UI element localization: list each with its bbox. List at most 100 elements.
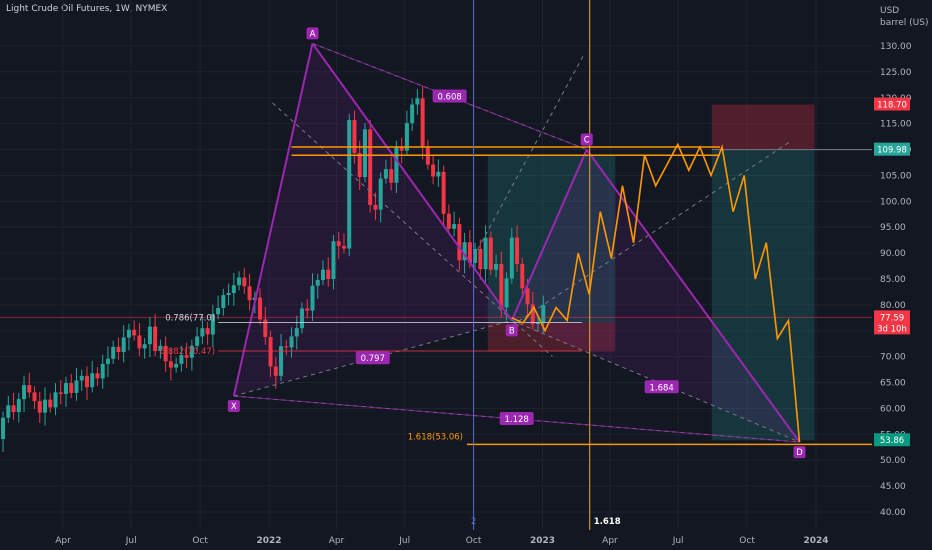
x-tick-label: Apr bbox=[602, 536, 618, 546]
price-tag-sub: 3d 10h bbox=[877, 324, 907, 334]
y-tick-label: 65.00 bbox=[880, 379, 906, 389]
candle-body bbox=[248, 286, 252, 300]
level-882-label: 0.882(70.47) bbox=[160, 347, 215, 357]
candle-body bbox=[242, 277, 246, 286]
candle-body bbox=[221, 295, 225, 308]
candle-body bbox=[337, 241, 341, 246]
x-tick-label: Jul bbox=[398, 536, 410, 546]
y-tick-label: 40.00 bbox=[880, 508, 906, 518]
x-tick-label: 2022 bbox=[257, 536, 282, 546]
x-tick-label: Oct bbox=[192, 536, 208, 546]
candle-body bbox=[269, 337, 273, 367]
candle-body bbox=[74, 380, 78, 392]
candle-body bbox=[232, 285, 236, 293]
candle-body bbox=[311, 286, 315, 311]
candle-body bbox=[12, 405, 16, 412]
candle-body bbox=[132, 330, 136, 336]
candle-body bbox=[22, 385, 26, 399]
price-tag-109.98-text: 109.98 bbox=[877, 146, 907, 156]
point-x-label: X bbox=[231, 402, 237, 412]
candle-body bbox=[284, 346, 288, 347]
candle-body bbox=[326, 270, 330, 279]
candle-body bbox=[394, 147, 398, 183]
candle-body bbox=[290, 336, 294, 347]
candle-body bbox=[526, 288, 530, 304]
candle-body bbox=[174, 364, 178, 368]
candle-body bbox=[274, 367, 278, 376]
candle-body bbox=[384, 169, 388, 178]
candle-body bbox=[148, 327, 152, 345]
x-tick-label: Jul bbox=[125, 536, 137, 546]
y-tick-label: 60.00 bbox=[880, 404, 906, 414]
candle-body bbox=[342, 246, 346, 249]
y-tick-label: 105.00 bbox=[880, 171, 912, 181]
candle-body bbox=[373, 205, 377, 210]
y-tick-label: 50.00 bbox=[880, 456, 906, 466]
candle-body bbox=[410, 105, 414, 124]
short-stop-box bbox=[712, 105, 815, 150]
candle-body bbox=[478, 249, 482, 269]
candle-body bbox=[111, 347, 115, 359]
candle-body bbox=[64, 383, 68, 394]
y-tick-label: 115.00 bbox=[880, 120, 912, 130]
candle-body bbox=[489, 238, 493, 270]
candle-body bbox=[347, 120, 351, 248]
candle-body bbox=[431, 165, 435, 177]
ratio-xb: 0.797 bbox=[361, 354, 385, 364]
candle-body bbox=[499, 264, 503, 307]
candle-body bbox=[421, 98, 425, 146]
point-a-label: A bbox=[310, 29, 316, 39]
y-tick-label: 45.00 bbox=[880, 482, 906, 492]
candle-body bbox=[227, 293, 231, 295]
y-axis-unit-1: barrel (US) bbox=[880, 18, 929, 28]
candle-body bbox=[258, 298, 262, 320]
candle-body bbox=[442, 172, 446, 214]
candle-body bbox=[510, 238, 514, 279]
candle-body bbox=[59, 392, 63, 394]
candle-body bbox=[331, 241, 335, 279]
candle-body bbox=[505, 278, 509, 307]
x-tick-label: 2023 bbox=[530, 536, 555, 546]
x-tick-label: Apr bbox=[55, 536, 71, 546]
candle-body bbox=[206, 328, 210, 334]
candle-body bbox=[143, 344, 147, 348]
y-tick-label: 70.00 bbox=[880, 353, 906, 363]
price-tag-77.59-text: 77.59 bbox=[880, 313, 904, 323]
xab-triangle bbox=[234, 43, 512, 396]
candle-body bbox=[48, 400, 52, 408]
candle-body bbox=[17, 399, 21, 412]
candle-body bbox=[33, 392, 37, 401]
x-tick-label: Jul bbox=[672, 536, 684, 546]
candle-body bbox=[300, 309, 304, 329]
y-tick-label: 95.00 bbox=[880, 223, 906, 233]
x-axis[interactable]: Apr Jul Oct 2022 Apr Jul Oct 2023 Apr Jul Oct 2024 2… bbox=[55, 517, 828, 546]
candle-body bbox=[95, 373, 99, 378]
candle-body bbox=[295, 328, 299, 336]
candle-body bbox=[153, 327, 157, 351]
candle-body bbox=[541, 305, 545, 323]
candle-body bbox=[305, 309, 309, 311]
candle-body bbox=[389, 169, 393, 182]
candle-body bbox=[484, 238, 488, 270]
point-d-label: D bbox=[796, 448, 803, 458]
point-c-label: C bbox=[584, 136, 590, 146]
x-tick-label: Oct bbox=[466, 536, 482, 546]
point-b-label: B bbox=[509, 326, 515, 336]
candle-body bbox=[195, 336, 199, 345]
x-tick-label: Oct bbox=[739, 536, 755, 546]
candle-body bbox=[69, 383, 73, 393]
y-tick-label: 100.00 bbox=[880, 197, 912, 207]
candle-body bbox=[54, 392, 58, 407]
x-tick-label: Apr bbox=[329, 536, 345, 546]
candle-body bbox=[116, 347, 120, 352]
ratio-ab: 0.608 bbox=[437, 92, 461, 102]
vertical-marker-2-label: 2 bbox=[471, 517, 476, 527]
candle-body bbox=[200, 328, 204, 336]
candle-body bbox=[27, 385, 31, 392]
candle-body bbox=[352, 120, 356, 153]
candle-body bbox=[368, 129, 372, 205]
candle-body bbox=[520, 264, 524, 288]
